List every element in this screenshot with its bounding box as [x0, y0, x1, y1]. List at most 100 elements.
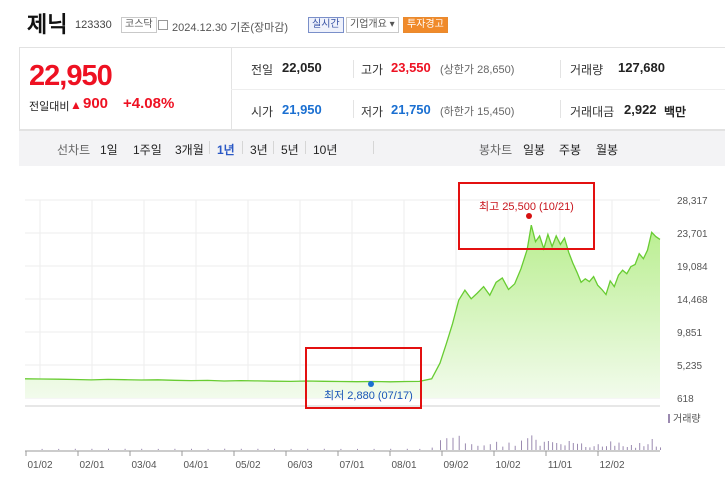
- divider: [353, 100, 354, 118]
- market-tag: 코스닥: [121, 17, 157, 33]
- volume-bar: [643, 446, 645, 450]
- tab-3m[interactable]: 3개월: [175, 143, 204, 157]
- price-chart[interactable]: 28,317 23,701 19,084 14,468 9,851 5,235 618 01…: [0, 166, 725, 493]
- tab-daily[interactable]: 일봉: [523, 143, 546, 157]
- volume-bar: [257, 448, 259, 450]
- volume-bar: [539, 445, 541, 450]
- volume-bar: [157, 448, 159, 450]
- x-tick-label: 04/01: [183, 460, 208, 471]
- volume-bar: [508, 442, 510, 450]
- calendar-icon: [158, 20, 168, 30]
- x-tick-label: 01/02: [27, 460, 52, 471]
- tab-divider: [242, 141, 243, 154]
- volume-bar: [108, 448, 109, 450]
- x-tick-label: 10/02: [495, 460, 520, 471]
- volume-bar: [452, 437, 454, 450]
- volume-bar: [639, 443, 641, 450]
- volume-bar: [527, 438, 529, 450]
- x-tick-label: 02/01: [79, 460, 104, 471]
- date-suffix: 기준(장마감): [230, 22, 289, 34]
- volume-bar: [471, 444, 473, 450]
- volume-bar: [626, 447, 628, 450]
- divider: [353, 60, 354, 78]
- tab-1w[interactable]: 1주일: [133, 143, 162, 157]
- high-marker: [526, 213, 532, 219]
- volume-bar: [577, 443, 578, 450]
- volume-bar: [91, 448, 93, 450]
- open-value: 21,950: [282, 102, 322, 117]
- quote-date: 2024.12.30 기준(장마감): [172, 19, 288, 35]
- volume-bar: [124, 448, 126, 450]
- volume-bar: [614, 445, 616, 450]
- volume-bar: [660, 447, 661, 450]
- volume-bar: [521, 440, 522, 450]
- volume-bar: [601, 446, 603, 450]
- volume-bar: [606, 446, 607, 450]
- volume-legend-swatch: [668, 414, 670, 423]
- change-value: 900: [83, 95, 109, 112]
- volume-bar: [141, 448, 143, 450]
- prev-close-label: 전일: [251, 63, 274, 77]
- tab-3y[interactable]: 3년: [250, 143, 268, 157]
- amount-label: 거래대금: [570, 105, 615, 119]
- volume-value: 127,680: [618, 60, 665, 75]
- volume-bar: [531, 435, 533, 450]
- tab-1d[interactable]: 1일: [100, 143, 118, 157]
- volume-bar: [547, 441, 549, 450]
- tab-divider: [305, 141, 306, 154]
- volume-bar: [630, 445, 632, 450]
- volume-bar: [323, 448, 325, 450]
- open-label: 시가: [251, 105, 274, 119]
- tab-10y[interactable]: 10년: [313, 143, 338, 157]
- volume-bar: [483, 445, 485, 450]
- amount-unit: 백만: [664, 105, 687, 119]
- volume-bar: [489, 444, 491, 450]
- high-annotation-label: 최고 25,500 (10/21): [479, 200, 574, 213]
- volume-bar: [514, 445, 516, 450]
- volume-bar: [41, 448, 43, 450]
- prev-close-value: 22,050: [282, 60, 322, 75]
- volume-bar: [58, 448, 60, 450]
- volume-bar: [581, 443, 583, 450]
- current-price: 22,950: [29, 60, 113, 92]
- y-tick-label: 28,317: [677, 196, 708, 207]
- x-tick-label: 12/02: [599, 460, 624, 471]
- x-tick-label: 03/04: [131, 460, 156, 471]
- company-overview-button[interactable]: 기업개요 ▾: [346, 17, 399, 33]
- volume-bar: [535, 439, 537, 450]
- volume-bar: [240, 448, 242, 450]
- chart-period-tabs: 선차트 1일 1주일 3개월 1년 3년 5년 10년 봉차트 일봉 주봉 월봉: [19, 130, 725, 166]
- volume-bar: [406, 448, 408, 450]
- realtime-button[interactable]: 실시간: [308, 17, 344, 33]
- low-label: 저가: [361, 105, 384, 119]
- volume-bar: [593, 446, 595, 450]
- volume-bar: [585, 447, 587, 450]
- volume-bar: [290, 448, 292, 450]
- volume-bar: [556, 443, 558, 450]
- low-marker: [368, 381, 374, 387]
- tab-divider: [209, 141, 210, 154]
- volume-bar: [207, 448, 209, 450]
- volume-bar: [431, 447, 433, 450]
- low-annotation-box: [305, 347, 422, 409]
- up-arrow-icon: ▲: [70, 98, 82, 112]
- volume-bar: [496, 441, 498, 450]
- investment-warning-badge[interactable]: 투자경고: [403, 17, 448, 33]
- high-annotation-box: [458, 182, 595, 250]
- change-percent: +4.08%: [123, 95, 175, 112]
- volume-bar: [618, 442, 620, 450]
- line-chart-label: 선차트: [57, 143, 91, 157]
- quote-summary: 22,950 전일대비 ▲ 900 +4.08% 전일 22,050 고가 23…: [19, 47, 725, 131]
- tab-weekly[interactable]: 주봉: [559, 143, 582, 157]
- volume-bar: [373, 448, 375, 450]
- x-tick-label: 06/03: [287, 460, 312, 471]
- low-annotation-label: 최저 2,880 (07/17): [324, 389, 413, 402]
- volume-bar: [552, 442, 554, 450]
- divider: [560, 60, 561, 78]
- tab-5y[interactable]: 5년: [281, 143, 299, 157]
- tab-monthly[interactable]: 월봉: [596, 143, 619, 157]
- volume-bars: [41, 435, 661, 450]
- tab-1y[interactable]: 1년: [217, 143, 235, 157]
- volume-bar: [560, 444, 562, 450]
- volume-bar: [651, 439, 653, 450]
